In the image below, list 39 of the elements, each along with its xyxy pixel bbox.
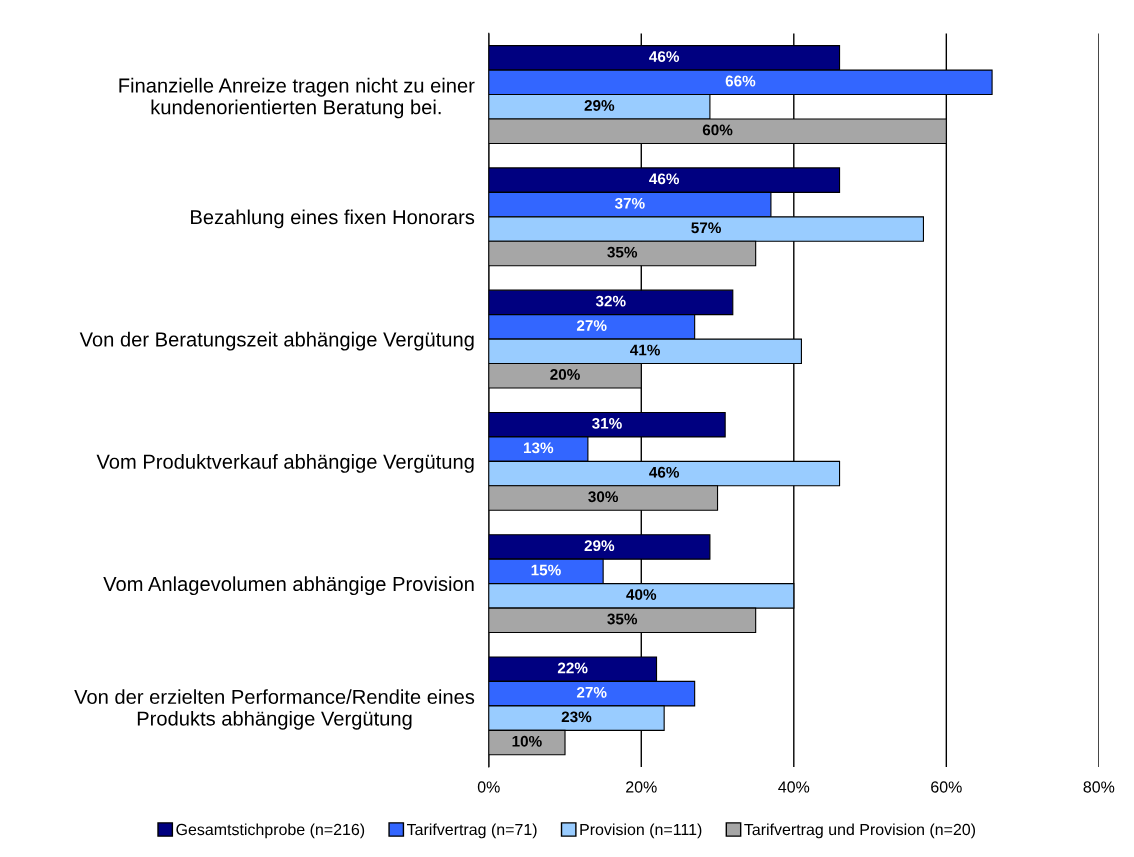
legend-label: Provision (n=111) <box>580 823 702 839</box>
data-label: 35% <box>607 246 638 258</box>
legend-label: Gesamtstichprobe (n=216) <box>176 823 365 839</box>
data-label: 60% <box>702 124 733 136</box>
legend-label: Tarifvertrag (n=71) <box>406 823 537 839</box>
data-label: 10% <box>512 735 542 747</box>
x-tick-label: 60% <box>931 781 962 793</box>
data-label: 31% <box>592 417 622 429</box>
x-tick-label: 80% <box>1083 781 1115 793</box>
data-label: 22% <box>557 662 588 674</box>
data-label: 32% <box>595 295 626 307</box>
data-label: 37% <box>614 197 645 209</box>
x-tick-label: 20% <box>626 781 657 793</box>
y-tick-label: Vom Produktverkauf abhängige Vergütung <box>96 454 474 473</box>
data-label: 27% <box>576 686 607 698</box>
data-label: 15% <box>531 564 561 576</box>
data-label: 23% <box>561 711 592 723</box>
data-label: 29% <box>584 540 615 552</box>
y-tick-label: Von der erzielten Performance/Rendite eines Produkts abhängige Vergütung <box>74 689 475 730</box>
data-label: 66% <box>725 75 756 87</box>
data-label: 30% <box>588 491 619 503</box>
y-tick-label: Finanzielle Anreize tragen nicht zu einer kundenorientierten Beratung bei. <box>119 77 475 119</box>
data-label: 29% <box>584 100 615 111</box>
y-tick-label: Bezahlung eines fixen Honorars <box>191 209 475 229</box>
x-tick-label: 0% <box>477 781 500 793</box>
data-label: 35% <box>607 613 638 625</box>
data-label: 41% <box>630 344 660 356</box>
data-label: 57% <box>691 222 721 234</box>
data-label: 20% <box>550 369 580 380</box>
data-label: 46% <box>649 466 680 478</box>
data-label: 27% <box>576 320 607 331</box>
legend-label: Tarifvertrag und Provision (n=20) <box>744 823 976 839</box>
data-label: 40% <box>626 589 657 600</box>
x-tick-label: 40% <box>778 781 810 793</box>
data-label: 13% <box>524 442 554 454</box>
y-tick-label: Vom Anlagevolumen abhängige Provision <box>103 576 474 596</box>
data-label: 46% <box>649 51 680 62</box>
y-tick-label: Von der Beratungszeit abhängige Vergütung <box>79 331 474 351</box>
data-label: 46% <box>649 173 680 185</box>
